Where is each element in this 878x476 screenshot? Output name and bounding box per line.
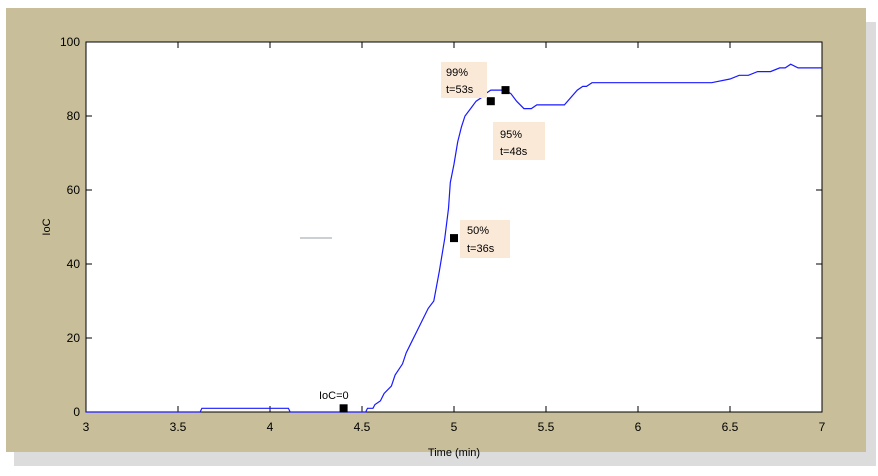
data-marker-0 (339, 404, 348, 413)
annotation-ioc0: IoC=0 (319, 390, 349, 402)
y-axis-label: IoC (41, 218, 53, 235)
plot-area (85, 41, 823, 413)
x-tick-label: 4.5 (354, 420, 371, 434)
y-tick-label: 80 (67, 109, 81, 123)
y-tick-label: 20 (67, 331, 81, 345)
x-tick-label: 3 (83, 420, 90, 434)
data-marker-3 (501, 86, 510, 95)
y-tick-label: 100 (60, 35, 80, 49)
x-axis-label: Time (min) (428, 447, 480, 459)
annotation-box-p50 (460, 220, 510, 258)
y-tick-label: 0 (73, 405, 80, 419)
data-marker-1 (450, 234, 458, 243)
x-tick-label: 6 (635, 420, 642, 434)
annotation-layer: 99% t=53s 95% t=48s 50% t=36s IoC=0 (319, 62, 545, 402)
x-tick-label: 3.5 (170, 420, 187, 434)
y-tick-label: 60 (67, 183, 81, 197)
annotation-box-p95 (493, 122, 545, 160)
annotation-p95-line1: 95% (500, 129, 522, 141)
x-tick-label: 5.5 (538, 420, 555, 434)
x-tick-label: 6.5 (722, 420, 739, 434)
data-marker-2 (486, 97, 495, 106)
annotation-p50-line2: t=36s (467, 243, 495, 255)
annotation-p50-line1: 50% (467, 225, 489, 237)
annotation-p99-line1: 99% (446, 67, 468, 79)
annotation-p99-line2: t=53s (446, 84, 474, 96)
x-tick-label: 4 (267, 420, 274, 434)
x-axis: 3 3.5 4 4.5 5 5.5 6 6.5 7 (83, 42, 826, 434)
x-tick-label: 5 (451, 420, 458, 434)
marker-layer (339, 86, 510, 413)
y-tick-label: 40 (67, 257, 81, 271)
annotation-box-p99 (441, 62, 487, 98)
x-tick-label: 7 (819, 420, 826, 434)
annotation-p95-line2: t=48s (500, 146, 528, 158)
